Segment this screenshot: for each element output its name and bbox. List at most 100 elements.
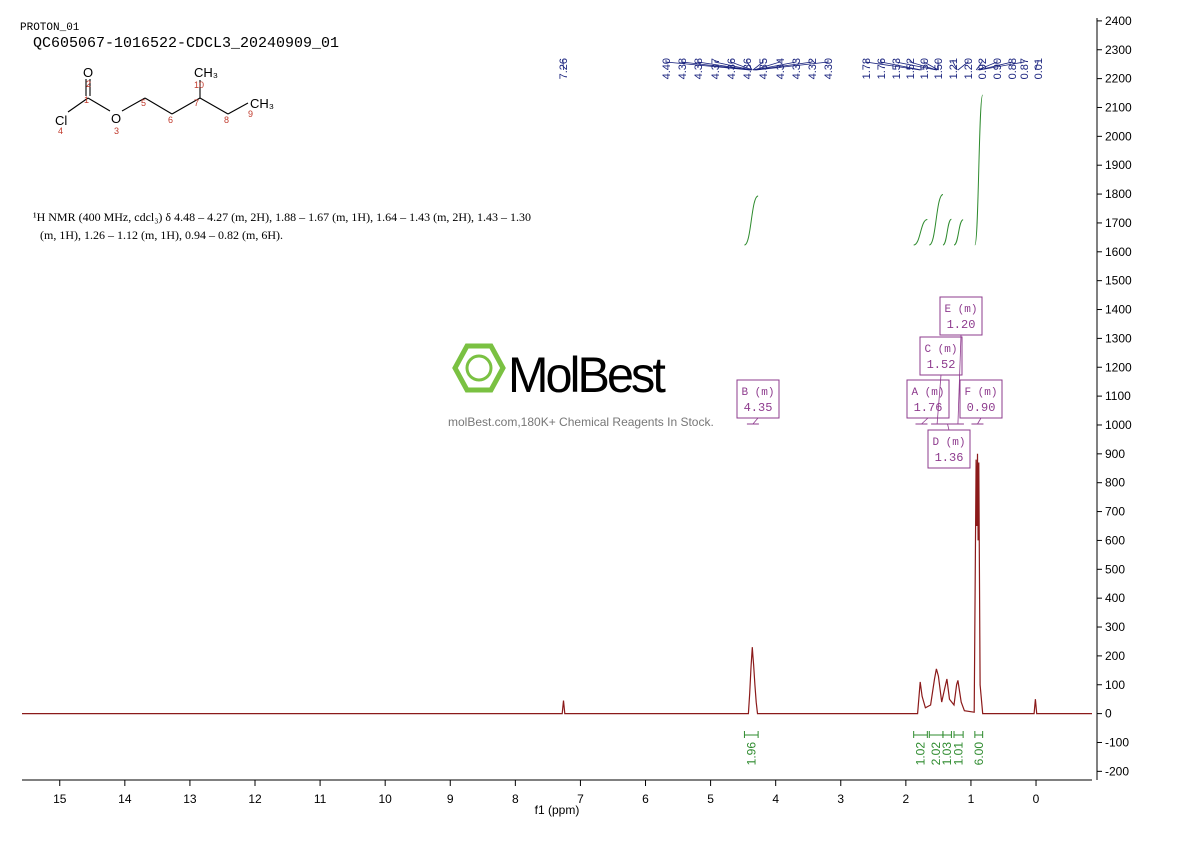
integral-bracket — [942, 731, 952, 738]
atom-number: 5 — [141, 98, 146, 108]
bond — [144, 97, 173, 115]
y-tick-label: 200 — [1105, 649, 1125, 663]
y-tick-label: 1600 — [1105, 245, 1132, 259]
y-tick-label: 1500 — [1105, 274, 1132, 288]
integral-label: 6.00 — [972, 742, 986, 766]
peak-marker — [880, 60, 922, 71]
y-tick-label: 1800 — [1105, 187, 1132, 201]
multiplet-box — [906, 379, 950, 419]
multiplet-shift: 1.76 — [914, 401, 943, 415]
peak-marker — [665, 60, 750, 71]
multiplet-name: E (m) — [944, 304, 977, 316]
integral-curve — [928, 194, 944, 246]
x-tick-label: 15 — [53, 792, 67, 806]
peak-label: 1.53 — [891, 58, 903, 79]
logo-hexagon — [452, 343, 506, 393]
multiplet-box — [927, 429, 971, 469]
atom-number: 4 — [58, 126, 63, 136]
watermark-tagline: molBest.com,180K+ Chemical Reagents In S… — [448, 415, 714, 429]
multiplet-shift: 1.36 — [935, 451, 964, 465]
integral-label: 1.03 — [940, 742, 954, 766]
multiplet-name: F (m) — [964, 387, 997, 399]
peak-label: 4.40 — [661, 58, 673, 79]
integral-label: 1.96 — [744, 742, 758, 766]
peak-marker — [754, 60, 813, 71]
bond — [67, 97, 89, 113]
y-tick-label: 1400 — [1105, 303, 1132, 317]
x-tick-label: 6 — [642, 792, 649, 806]
x-tick-label: 9 — [447, 792, 454, 806]
peak-marker — [865, 60, 921, 71]
multiplet-name: C (m) — [924, 344, 957, 356]
y-tick-label: 2000 — [1105, 129, 1132, 143]
peak-label: 1.21 — [948, 58, 960, 79]
peak-label: 0.01 — [1033, 58, 1045, 79]
peak-label: 0.90 — [992, 58, 1004, 79]
x-tick-label: 7 — [577, 792, 584, 806]
x-axis-label: f1 (ppm) — [535, 803, 580, 817]
bond — [87, 97, 111, 112]
integral-curve — [953, 219, 964, 246]
bond — [121, 97, 146, 112]
x-tick-label: 2 — [903, 792, 910, 806]
y-tick-label: -200 — [1105, 764, 1129, 778]
x-tick-label: 4 — [772, 792, 779, 806]
integral-curve — [974, 94, 984, 246]
peak-label: 1.20 — [963, 58, 975, 79]
y-tick-label: 1900 — [1105, 158, 1132, 172]
peak-marker — [978, 60, 1013, 71]
y-tick-label: 1000 — [1105, 418, 1132, 432]
peak-label: 4.36 — [742, 58, 754, 79]
sample-id: PROTON_01 — [20, 22, 80, 34]
integral-curve — [743, 195, 759, 246]
atom: Cl — [55, 113, 67, 128]
y-tick-label: 300 — [1105, 620, 1125, 634]
atom-number: 6 — [168, 115, 173, 125]
peak-marker — [895, 60, 937, 71]
atom: CH₃ — [250, 96, 274, 111]
integral-bracket — [913, 731, 928, 738]
bond — [199, 97, 229, 115]
multiplet-shift: 4.35 — [744, 401, 773, 415]
multiplet-name: A (m) — [911, 387, 944, 399]
multiplet-shift: 1.20 — [947, 318, 976, 332]
multiplet-connector — [752, 417, 759, 425]
multiplet-connector — [921, 417, 929, 425]
multiplet-name: B (m) — [741, 387, 774, 399]
peak-marker — [754, 60, 797, 71]
peak-marker — [1034, 60, 1039, 71]
peak-marker — [957, 60, 969, 71]
peak-marker — [562, 60, 564, 71]
peak-label: 1.50 — [933, 58, 945, 79]
y-tick-label: 700 — [1105, 505, 1125, 519]
logo — [452, 343, 506, 393]
atom: O — [83, 65, 93, 80]
integral-curve — [942, 218, 952, 246]
multiplet-shift: 0.90 — [967, 401, 996, 415]
y-tick-label: 100 — [1105, 678, 1125, 692]
y-tick-label: 2100 — [1105, 100, 1132, 114]
y-tick-label: 0 — [1105, 707, 1112, 721]
multiplet-connector — [957, 334, 962, 425]
structure — [67, 79, 249, 115]
chart-title: QC605067-1016522-CDCL3_20240909_01 — [33, 35, 339, 52]
peak-label: 4.34 — [775, 58, 787, 79]
integral-label: 2.02 — [929, 742, 943, 766]
atom: O — [111, 111, 121, 126]
peak-label: 7.26 — [558, 58, 570, 79]
atom-number: 9 — [248, 109, 253, 119]
peak-marker — [753, 60, 781, 71]
y-tick-label: 1300 — [1105, 331, 1132, 345]
integral-bracket — [743, 731, 759, 738]
integral-label: 1.02 — [914, 742, 928, 766]
atom-number: 10 — [194, 80, 204, 90]
x-tick-label: 13 — [183, 792, 197, 806]
peak-marker — [909, 60, 938, 71]
peak-label: 4.36 — [726, 58, 738, 79]
peak-marker — [752, 60, 764, 71]
bond — [171, 97, 201, 115]
peak-label: 4.33 — [791, 58, 803, 79]
peak-label: 4.38 — [677, 58, 689, 79]
peak-marker — [697, 60, 752, 71]
